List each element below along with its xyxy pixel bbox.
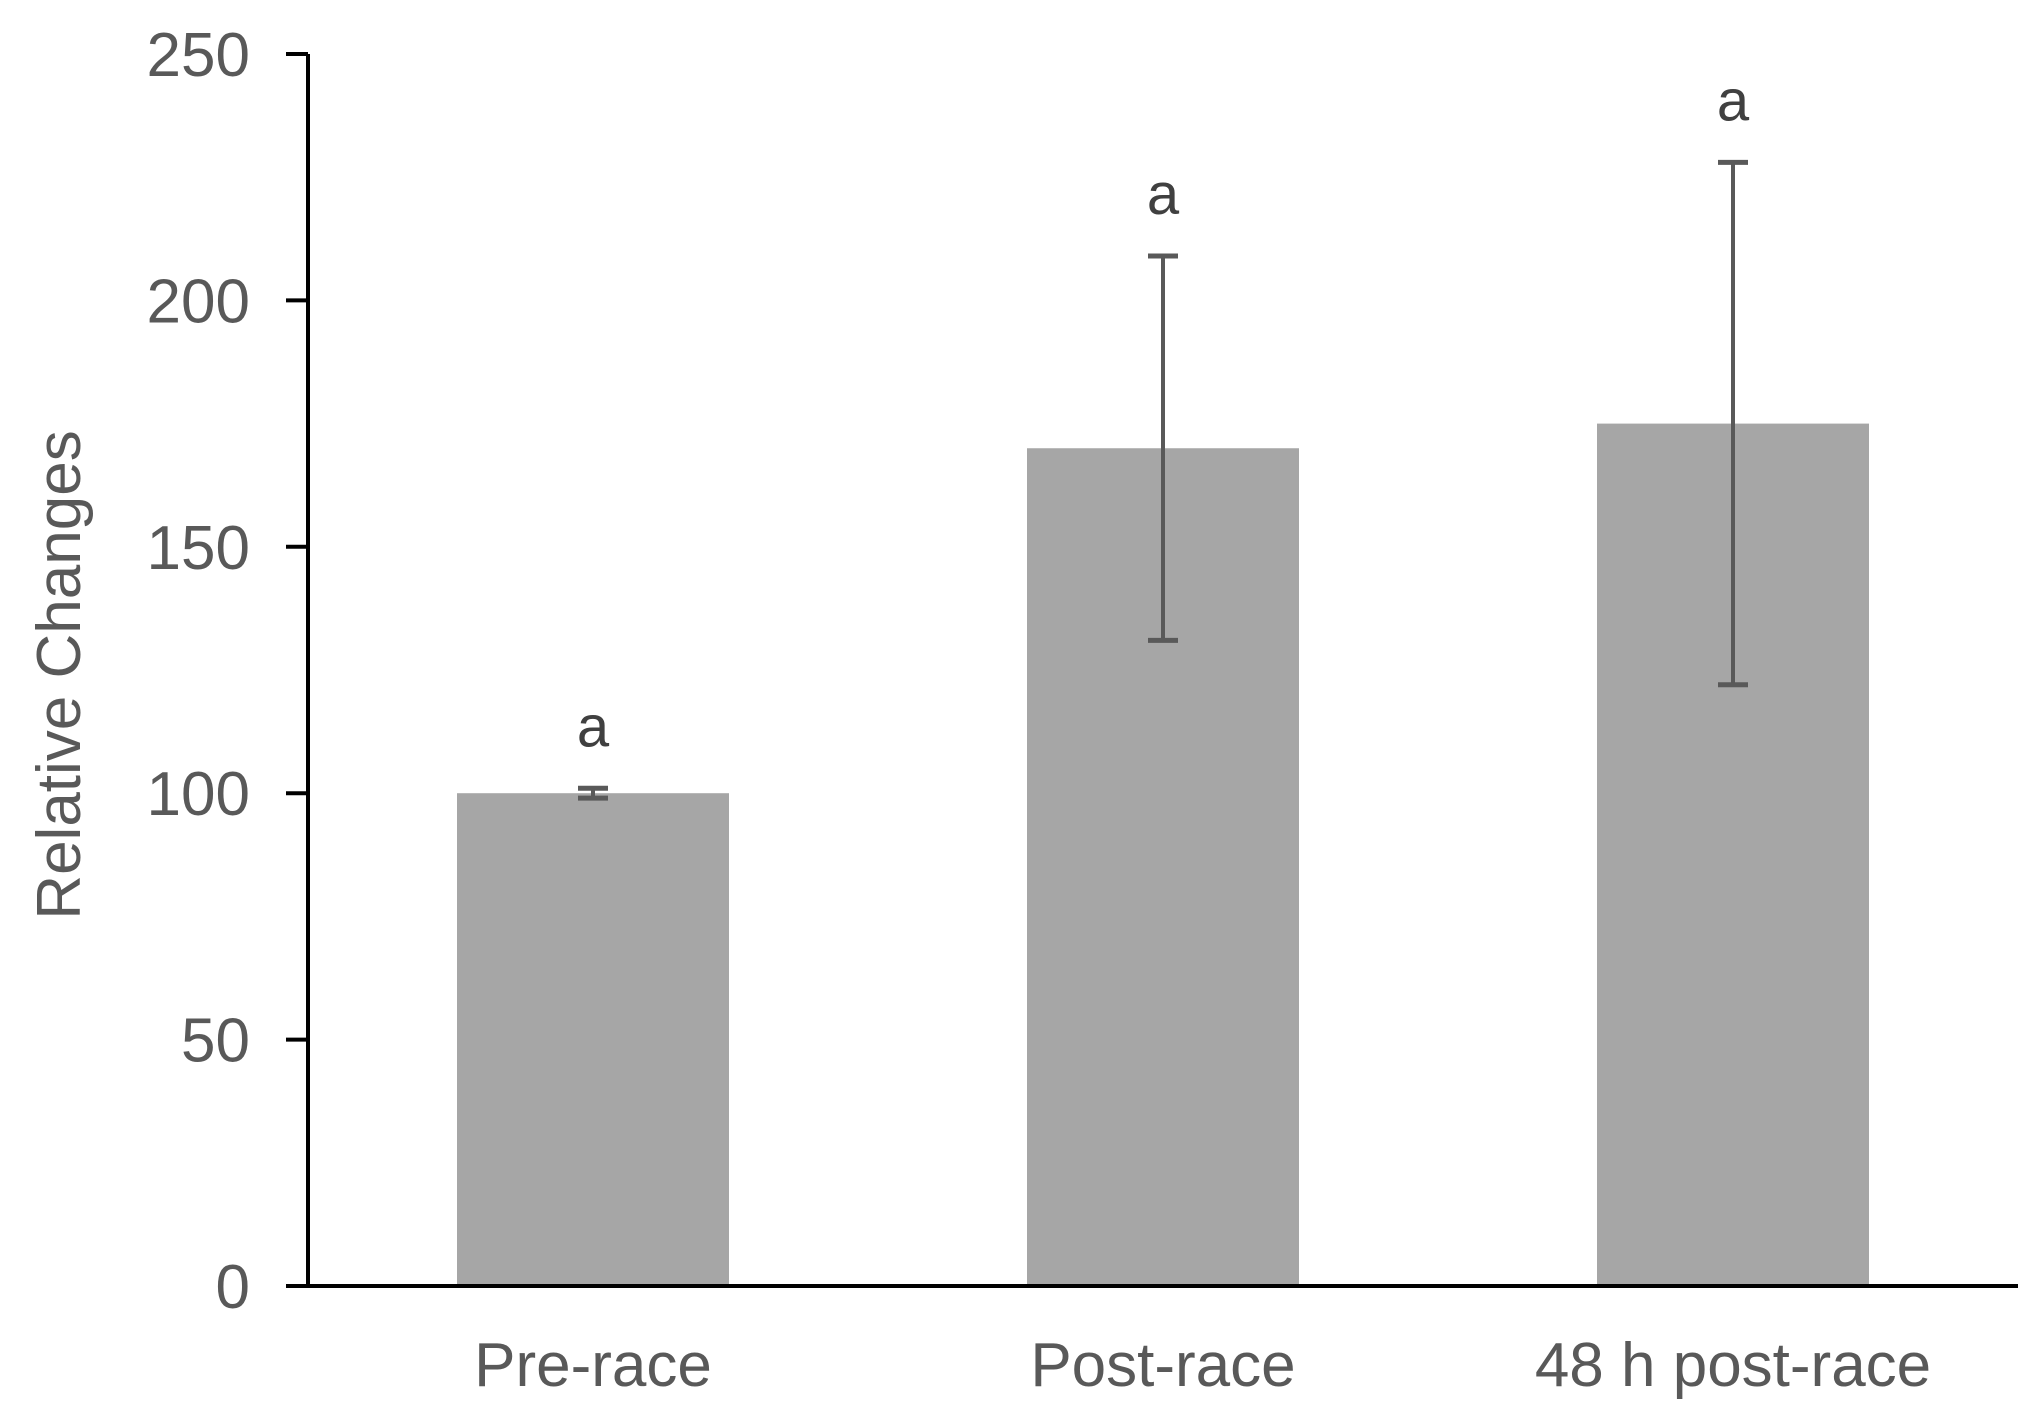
significance-labels: a a a: [577, 68, 1750, 759]
y-tick-label: 200: [147, 267, 250, 336]
x-axis-labels: Pre-race Post-race 48 h post-race: [474, 1331, 1931, 1400]
error-bars: [578, 159, 1748, 801]
x-tick-label: 48 h post-race: [1535, 1331, 1931, 1400]
significance-label: a: [577, 694, 610, 759]
y-axis-ticks: 0 50 100 150 200 250: [147, 21, 308, 1322]
y-tick-label: 250: [147, 21, 250, 90]
significance-label: a: [1147, 162, 1180, 227]
bar: [457, 793, 729, 1286]
y-tick-label: 100: [147, 760, 250, 829]
y-tick-label: 0: [216, 1253, 250, 1322]
significance-label: a: [1717, 68, 1750, 133]
y-axis-label: Relative Changes: [25, 430, 94, 919]
x-tick-label: Pre-race: [474, 1331, 712, 1400]
y-tick-label: 50: [181, 1007, 250, 1076]
x-tick-label: Post-race: [1030, 1331, 1295, 1400]
y-tick-label: 150: [147, 514, 250, 583]
